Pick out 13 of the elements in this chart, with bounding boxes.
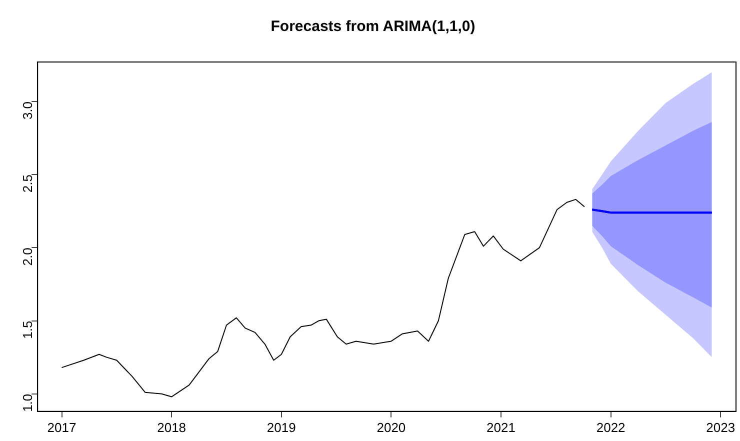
y-tick-label: 1.0 (20, 394, 36, 412)
x-tick-label: 2021 (486, 420, 516, 435)
chart-title: Forecasts from ARIMA(1,1,0) (270, 18, 476, 36)
x-tick-label: 2020 (376, 420, 406, 435)
x-tick-label: 2019 (266, 420, 296, 435)
y-tick-label: 3.0 (20, 101, 36, 120)
x-tick-label: 2023 (706, 420, 736, 435)
x-tick-label: 2018 (157, 420, 186, 435)
x-tick-label: 2017 (47, 420, 76, 435)
y-tick-label: 2.0 (20, 248, 36, 266)
y-tick-label: 2.5 (20, 174, 36, 193)
y-tick-label: 1.5 (20, 320, 36, 339)
x-tick-label: 2022 (596, 420, 626, 435)
